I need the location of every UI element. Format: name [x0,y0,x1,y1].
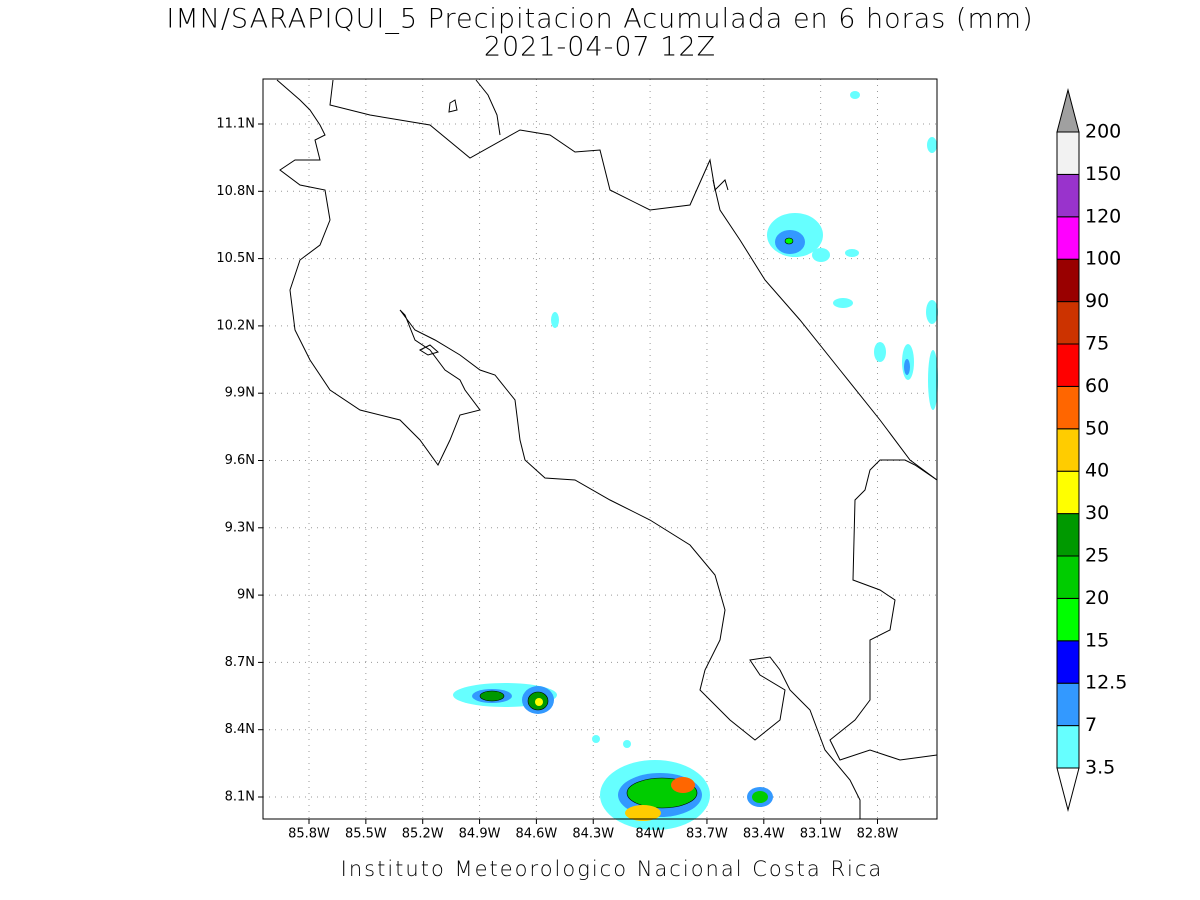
colorbar-label: 7 [1085,714,1097,736]
precip-area [535,698,543,706]
colorbar-box [1056,513,1080,557]
lon-tick-label: 85.2W [402,827,444,842]
colorbar-box [1056,131,1080,175]
precip-area [592,735,600,743]
precip-area [625,805,661,821]
colorbar-label: 100 [1085,248,1121,270]
precip-area [671,777,695,793]
colorbar-label: 15 [1085,629,1109,651]
colorbar-label: 90 [1085,290,1109,312]
colorbar-label: 200 [1085,121,1121,143]
colorbar-label: 12.5 [1085,672,1127,694]
precip-area [833,298,853,308]
colorbar-label: 20 [1085,587,1109,609]
precip-area [551,312,559,328]
lat-tick-label: 9.3N [225,520,255,535]
precip-area [752,791,768,803]
precip-area [904,359,910,375]
lon-tick-label: 83.1W [800,827,842,842]
lon-tick-label: 84.6W [515,827,557,842]
precip-area [927,137,937,153]
colorbar-label: 75 [1085,333,1109,355]
lat-tick-label: 8.1N [225,790,255,805]
coastline [829,459,938,761]
precip-area [479,690,505,702]
precip-area [874,342,886,362]
coastline [475,79,501,136]
colorbar-end [1056,88,1080,133]
colorbar-label: 50 [1085,417,1109,439]
precip-area [812,248,830,262]
grid [258,79,937,824]
island [448,99,458,113]
lon-tick-label: 82.8W [857,827,899,842]
colorbar-box [1056,725,1080,769]
coastline [276,79,861,819]
lon-tick-label: 85.8W [288,827,330,842]
lat-tick-label: 10.2N [216,318,255,333]
lat-tick-label: 10.8N [216,184,255,199]
colorbar-box [1056,173,1080,218]
lon-tick-label: 84W [635,827,665,842]
colorbar-end [1056,767,1080,812]
precip-area [623,740,631,748]
precip-area [926,300,938,324]
lat-tick-label: 9.6N [225,453,255,468]
colorbar-box [1056,428,1080,472]
precip-area [850,91,860,99]
lon-tick-label: 85.5W [345,827,387,842]
precip-area [845,249,859,257]
colorbar-box [1056,597,1080,642]
precip-area [784,237,794,245]
lat-tick-label: 9.9N [225,386,255,401]
colorbar-box [1056,682,1080,727]
colorbar: 3.5 7 12.5 15 20 25 30 40 50 60 75 90 100 120 150 200 [1056,88,1127,812]
precipitation [453,91,938,830]
coastlines [276,79,938,819]
colorbar-label: 60 [1085,375,1109,397]
colorbar-label: 3.5 [1085,757,1115,779]
colorbar-label: 150 [1085,163,1121,185]
colorbar-box [1056,301,1080,345]
precip-area [928,350,938,410]
colorbar-box [1056,216,1080,260]
coastline [712,179,938,481]
lat-tick-label: 8.4N [225,722,255,737]
colorbar-box [1056,385,1080,430]
lon-tick-label: 84.3W [572,827,614,842]
title: IMN/SARAPIQUI_5 Precipitacion Acumulada … [166,4,1033,35]
island [418,344,440,356]
colorbar-label: 40 [1085,460,1109,482]
subtitle: 2021-04-07 12Z [484,32,716,63]
colorbar-box [1056,640,1080,684]
lat-tick-label: 9N [237,588,255,603]
colorbar-label: 25 [1085,545,1109,567]
map-frame [262,78,938,820]
colorbar-box [1056,343,1080,387]
lat-tick-label: 10.5N [216,251,255,266]
colorbar-box [1056,470,1080,515]
colorbar-label: 120 [1085,205,1121,227]
lat-tick-label: 8.7N [225,655,255,670]
coastline [329,79,729,211]
lon-tick-label: 84.9W [459,827,501,842]
footer: Instituto Meteorologico Nacional Costa R… [341,857,884,881]
lon-tick-label: 83.7W [686,827,728,842]
colorbar-box [1056,258,1080,303]
lat-tick-label: 11.1N [216,117,255,132]
colorbar-label: 30 [1085,502,1109,524]
colorbar-box [1056,555,1080,599]
lon-tick-label: 83.4W [743,827,785,842]
